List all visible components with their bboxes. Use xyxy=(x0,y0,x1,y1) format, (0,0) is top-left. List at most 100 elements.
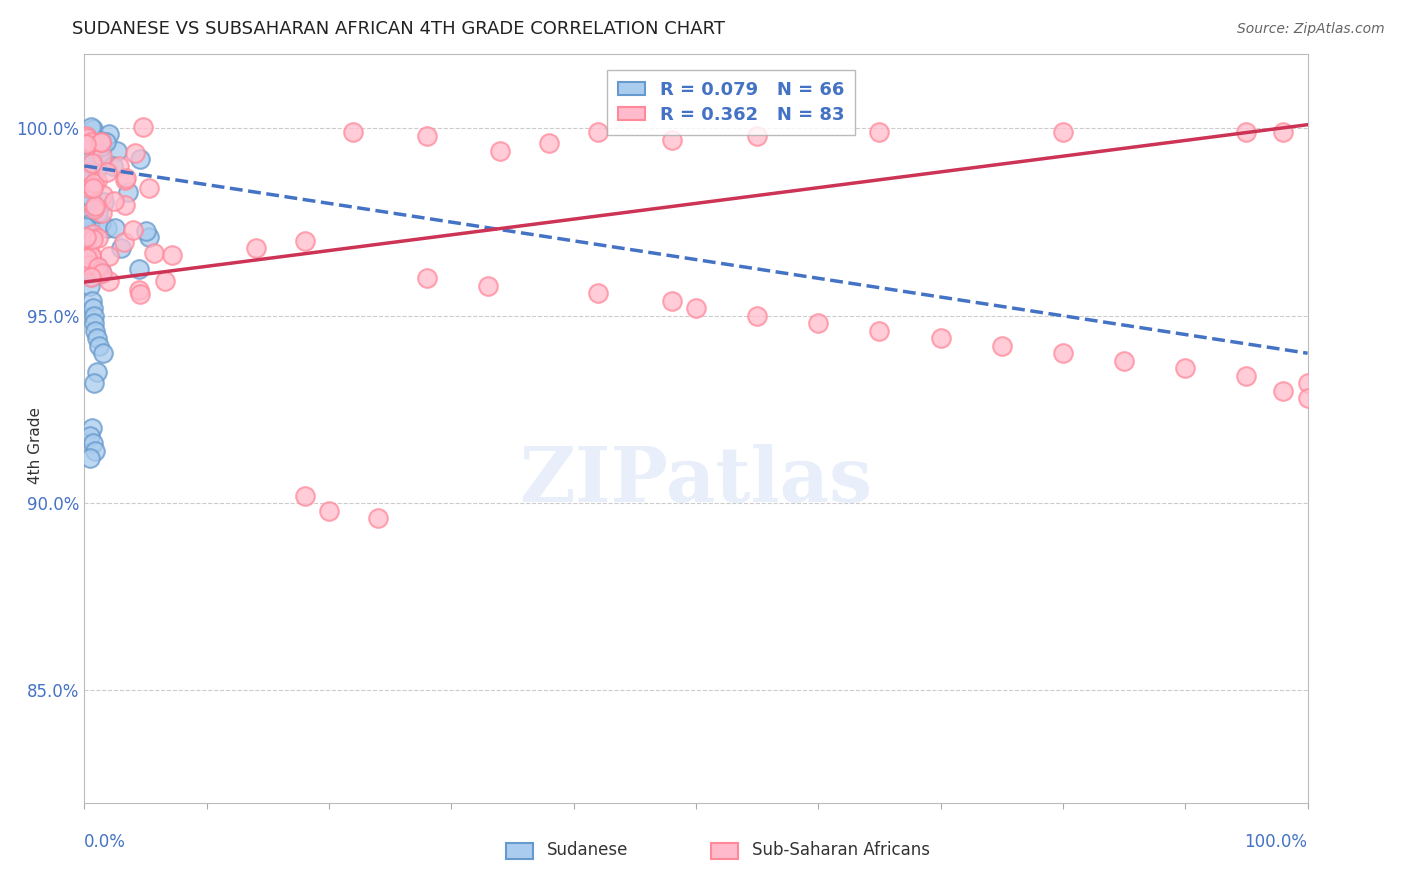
Point xyxy=(90,264,112,278)
Point xyxy=(1174,361,1197,376)
Point xyxy=(77,188,100,202)
Point xyxy=(318,503,340,517)
Point xyxy=(86,231,108,245)
Point xyxy=(160,248,183,262)
Point xyxy=(75,258,97,272)
Point xyxy=(114,197,136,211)
Point xyxy=(86,161,108,176)
Point xyxy=(75,253,97,268)
Text: Source: ZipAtlas.com: Source: ZipAtlas.com xyxy=(1237,22,1385,37)
Point xyxy=(138,229,160,244)
Point xyxy=(586,125,609,139)
Point xyxy=(128,153,150,167)
Point xyxy=(94,135,117,149)
Point xyxy=(87,205,110,219)
Point xyxy=(117,185,139,199)
Point xyxy=(77,217,100,231)
Point xyxy=(538,136,561,151)
Point xyxy=(84,199,107,213)
Point xyxy=(77,254,100,268)
Point xyxy=(82,146,104,161)
Point xyxy=(98,249,121,263)
Point xyxy=(75,164,97,178)
Point xyxy=(76,251,98,265)
Point xyxy=(1236,125,1258,139)
Point xyxy=(77,228,100,243)
Point xyxy=(1296,391,1319,405)
Point xyxy=(75,211,97,226)
Text: SUDANESE VS SUBSAHARAN AFRICAN 4TH GRADE CORRELATION CHART: SUDANESE VS SUBSAHARAN AFRICAN 4TH GRADE… xyxy=(72,21,725,38)
Point xyxy=(86,174,108,188)
Point xyxy=(75,173,97,187)
Point xyxy=(79,451,101,466)
Point xyxy=(1236,368,1258,383)
Point xyxy=(82,122,104,136)
Point xyxy=(367,511,389,525)
Point xyxy=(121,223,143,237)
Point xyxy=(86,331,108,345)
Point xyxy=(76,129,98,144)
Point xyxy=(75,134,97,148)
Point xyxy=(79,120,101,134)
FancyBboxPatch shape xyxy=(506,843,533,859)
Point xyxy=(104,221,127,235)
Point xyxy=(86,260,108,274)
Point xyxy=(91,149,114,163)
Point xyxy=(128,283,150,297)
Point xyxy=(103,194,125,209)
Point xyxy=(90,136,112,150)
Text: 4th Grade: 4th Grade xyxy=(28,408,42,484)
Point xyxy=(90,153,112,167)
Point xyxy=(80,421,103,435)
Point xyxy=(685,301,707,316)
Point xyxy=(82,227,104,241)
Point xyxy=(586,286,609,301)
Point xyxy=(80,191,103,205)
Point xyxy=(929,331,952,345)
Point xyxy=(807,316,830,330)
Point xyxy=(661,293,683,308)
Point xyxy=(101,159,124,173)
Point xyxy=(138,181,160,195)
Text: Sudanese: Sudanese xyxy=(547,841,628,859)
Point xyxy=(105,144,128,158)
Point xyxy=(84,199,107,213)
Point xyxy=(76,130,98,145)
Point xyxy=(90,216,112,230)
Point xyxy=(84,162,107,177)
Point xyxy=(79,270,101,285)
Point xyxy=(869,324,891,338)
Point xyxy=(108,159,131,173)
Point xyxy=(80,136,103,150)
Point xyxy=(83,138,105,153)
Point xyxy=(84,443,107,458)
Point xyxy=(75,220,97,235)
FancyBboxPatch shape xyxy=(710,843,738,859)
Point xyxy=(97,127,120,141)
Point xyxy=(661,133,683,147)
Point xyxy=(1272,125,1295,139)
Point xyxy=(477,278,499,293)
Point xyxy=(342,125,364,139)
Point xyxy=(76,252,98,267)
Point xyxy=(747,128,769,143)
Point xyxy=(115,171,138,186)
Point xyxy=(143,245,166,260)
Point xyxy=(83,260,105,274)
Point xyxy=(91,346,114,360)
Point xyxy=(75,128,97,143)
Point xyxy=(1114,353,1136,368)
Point xyxy=(90,134,112,148)
Point xyxy=(87,339,110,353)
Point xyxy=(80,293,103,308)
Point xyxy=(93,195,115,210)
Point xyxy=(87,268,110,282)
Point xyxy=(991,339,1014,353)
Point xyxy=(135,223,157,237)
Point xyxy=(110,241,132,255)
Point xyxy=(86,365,108,379)
Text: ZIPatlas: ZIPatlas xyxy=(519,443,873,517)
Point xyxy=(80,250,103,264)
Point xyxy=(84,324,107,338)
Point xyxy=(82,155,104,169)
